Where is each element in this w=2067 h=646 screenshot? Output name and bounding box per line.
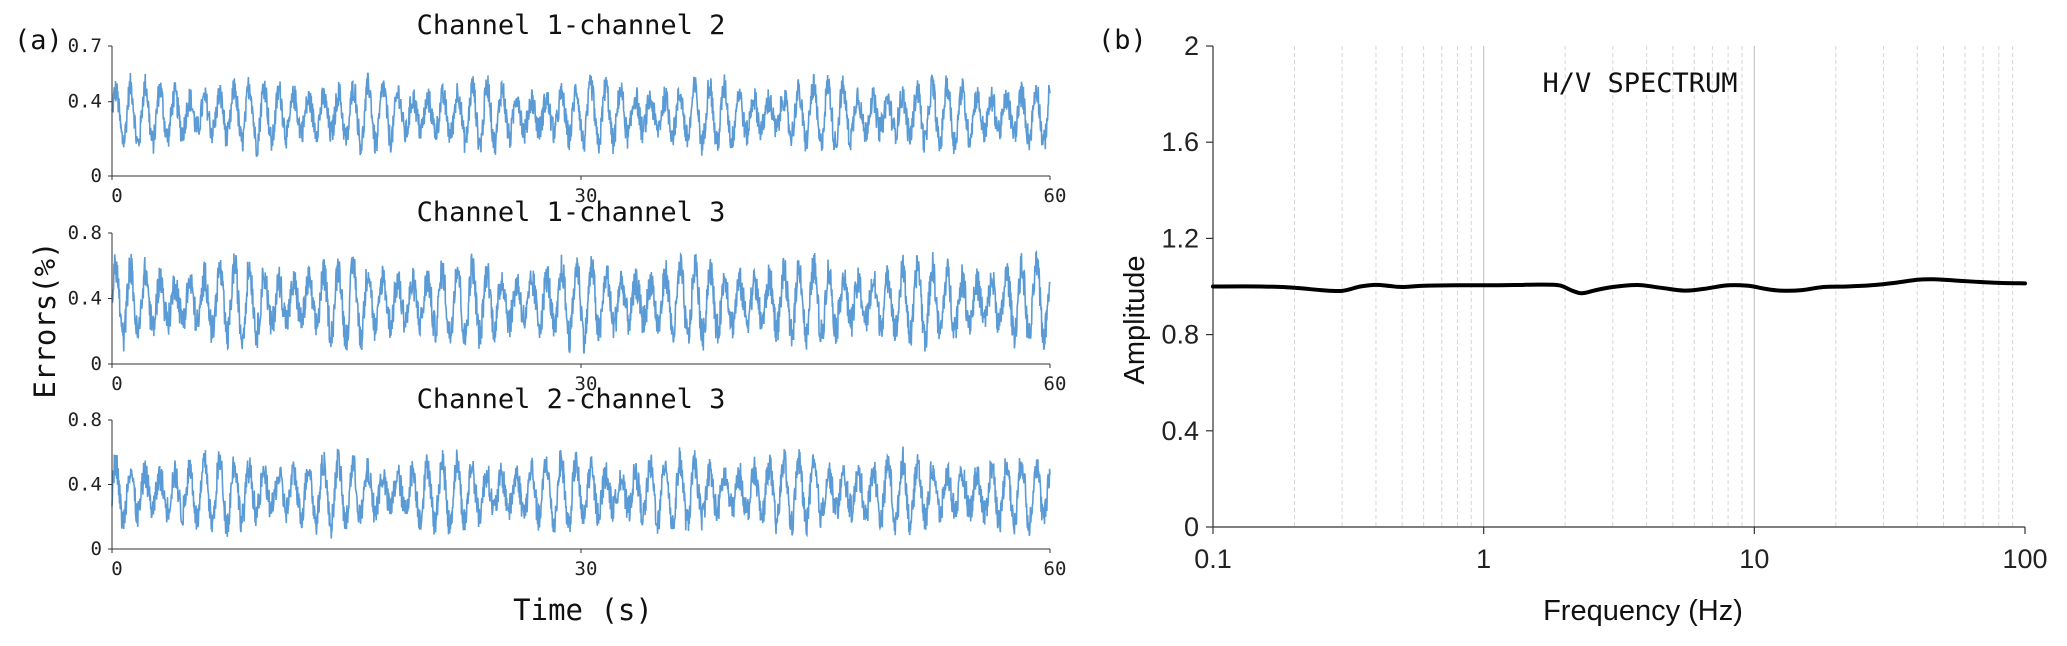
y-tick-label: 0.8 bbox=[1161, 320, 1199, 350]
y-tick-label: 0 bbox=[91, 165, 102, 187]
x-tick-label: 1 bbox=[1476, 544, 1491, 574]
x-tick-label: 100 bbox=[2002, 544, 2047, 574]
panel-b-plot: 0 0.4 0.8 1.2 1.6 2 0.1 1 10 100 bbox=[1161, 31, 2047, 574]
subplot-title: Channel 1-channel 2 bbox=[417, 10, 726, 41]
subplot-3: Channel 2-channel 3 0 0.4 0.8 0 30 60 bbox=[68, 384, 1067, 580]
hv-spectrum-annotation: H/V SPECTRUM bbox=[1542, 68, 1737, 99]
y-tick-label: 0.4 bbox=[68, 288, 102, 310]
x-tick-label: 30 bbox=[575, 558, 598, 580]
hv-spectrum-line bbox=[1211, 277, 2027, 296]
x-tick-label: 0 bbox=[111, 185, 122, 207]
panel-b-xlabel: Frequency (Hz) bbox=[1543, 595, 1743, 627]
panel-a-label: (a) bbox=[14, 25, 63, 56]
panel-a-ylabel: Errors(%) bbox=[28, 241, 62, 398]
y-tick-label: 0 bbox=[1184, 512, 1199, 542]
y-tick-label: 2 bbox=[1184, 31, 1199, 61]
x-tick-label: 60 bbox=[1044, 373, 1067, 395]
x-tick-label: 30 bbox=[575, 373, 598, 395]
y-tick-label: 0.7 bbox=[68, 35, 102, 57]
error-series-line bbox=[111, 446, 1051, 539]
subplot-1: Channel 1-channel 2 0 0.4 0.7 0 30 60 bbox=[68, 10, 1067, 207]
y-tick-label: 0.8 bbox=[68, 409, 102, 431]
y-tick-label: 1.2 bbox=[1161, 223, 1199, 253]
y-tick-label: 0.4 bbox=[68, 474, 102, 496]
y-tick-label: 0.8 bbox=[68, 222, 102, 244]
x-tick-label: 60 bbox=[1044, 558, 1067, 580]
x-tick-label: 30 bbox=[575, 185, 598, 207]
error-series-line bbox=[111, 249, 1051, 354]
x-tick-label: 60 bbox=[1044, 185, 1067, 207]
subplot-title: Channel 1-channel 3 bbox=[417, 197, 726, 228]
error-series-line bbox=[111, 72, 1051, 158]
y-tick-label: 0 bbox=[91, 353, 102, 375]
y-tick-label: 0 bbox=[91, 538, 102, 560]
x-tick-label: 0 bbox=[111, 373, 122, 395]
x-tick-label: 0.1 bbox=[1194, 544, 1232, 574]
panel-a-xlabel: Time (s) bbox=[513, 593, 653, 627]
panel-b-ylabel: Amplitude bbox=[1119, 256, 1151, 385]
subplot-2: Channel 1-channel 3 0 0.4 0.8 0 30 60 bbox=[68, 197, 1067, 395]
y-tick-label: 1.6 bbox=[1161, 127, 1199, 157]
x-tick-label: 0 bbox=[111, 558, 122, 580]
y-tick-label: 0.4 bbox=[68, 91, 102, 113]
panel-b-label: (b) bbox=[1098, 25, 1147, 56]
subplot-title: Channel 2-channel 3 bbox=[417, 384, 726, 415]
x-tick-label: 10 bbox=[1739, 544, 1769, 574]
y-tick-label: 0.4 bbox=[1161, 416, 1199, 446]
